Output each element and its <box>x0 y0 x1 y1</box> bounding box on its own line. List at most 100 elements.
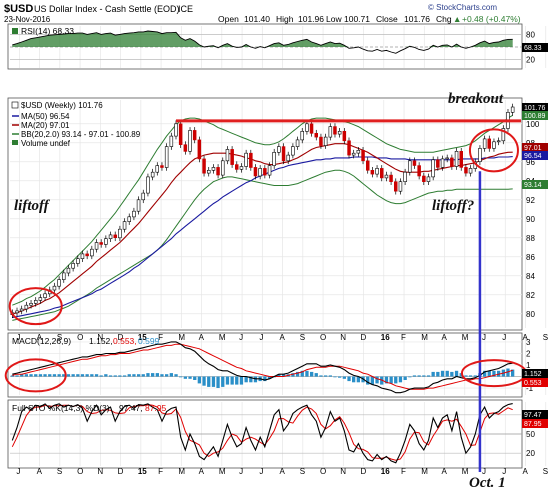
x-tick-label-price: A <box>37 333 43 342</box>
rsi-badge: 68.33 <box>522 43 548 52</box>
candle-body <box>431 159 435 178</box>
macd-histogram-bar <box>15 375 19 377</box>
candle-body <box>38 297 43 301</box>
low-value: 100.71 <box>344 14 370 24</box>
macd-histogram-bar <box>99 375 103 377</box>
x-tick-label-price: D <box>118 333 124 342</box>
macd-histogram-bar <box>174 374 178 377</box>
x-tick-label-price: 16 <box>381 333 390 342</box>
macd-histogram-bar <box>155 373 159 377</box>
candle-body <box>239 166 244 170</box>
price-tick-label: 90 <box>526 215 535 224</box>
macd-histogram-bar <box>352 376 356 383</box>
close-value: 101.76 <box>404 14 430 24</box>
x-tick-label-bottom: M <box>421 467 428 476</box>
price-legend: $USD (Weekly) 101.76 MA(50) 96.54 MA(20)… <box>11 101 141 148</box>
macd-histogram-bar <box>43 374 47 377</box>
candle-body <box>211 167 216 171</box>
sto-d-badge-bg <box>522 419 548 428</box>
macd-histogram-bar <box>66 374 71 377</box>
price-tick-label: 100 <box>526 120 540 129</box>
macd-histogram-bar <box>445 370 449 377</box>
macd-histogram-bar <box>492 370 496 377</box>
close-label: Close <box>376 14 398 24</box>
chg-label: Chg <box>436 14 452 24</box>
macd-histogram-bar <box>160 374 164 377</box>
date-label: 23-Nov-2016 <box>4 15 51 24</box>
candle-body <box>422 175 426 182</box>
candle-body <box>136 199 141 212</box>
badge-close: 101.76 <box>524 105 546 112</box>
price-legend-swatch <box>11 101 19 109</box>
macd-histogram-bar <box>356 376 360 383</box>
macd-histogram-bar <box>34 374 38 377</box>
x-tick-label-price: A <box>523 333 529 342</box>
stockcharts-brand: © StockCharts.com <box>428 3 497 12</box>
candle-body <box>501 128 506 142</box>
macd-signal-line <box>12 343 513 390</box>
candle-body <box>183 144 188 152</box>
price-tick-label: 84 <box>526 272 535 281</box>
macd-tick-label: 3 <box>526 338 531 347</box>
macd-legend-hist: 0.599 <box>138 336 160 346</box>
annotation-liftoff-right: liftoff? <box>432 198 475 214</box>
macd-histogram-bar <box>473 375 477 377</box>
macd-histogram-bar <box>29 374 33 377</box>
annotation-liftoff-left: liftoff <box>14 198 49 214</box>
sto-legend-prefix: Full STO %K(14,3) %D(3) <box>12 403 110 413</box>
macd-histogram-bar <box>48 374 52 377</box>
candle-body <box>249 152 253 168</box>
macd-histogram-bar <box>338 376 342 378</box>
candle-body <box>221 160 225 176</box>
badge-bb-lower-bg <box>522 180 548 189</box>
macd-histogram-bar <box>483 370 487 377</box>
candle-body <box>510 106 515 113</box>
macd-histogram-bar <box>151 373 155 377</box>
candle-body <box>445 157 449 160</box>
x-tick-label-price: J <box>502 333 506 342</box>
macd-histogram-bar <box>314 373 318 377</box>
x-tick-label-price: J <box>482 333 486 342</box>
rsi-legend: RSI(14) 68.33 <box>12 26 74 36</box>
candle-body <box>197 139 202 160</box>
annotation-breakout: breakout <box>448 91 504 107</box>
candle-body <box>356 150 361 154</box>
macd-legend: MACD(12,26,9) 1.152, 0.553, 0.599 <box>12 336 160 346</box>
macd-histogram-bar <box>183 376 187 379</box>
macd-histogram-bar <box>347 376 351 382</box>
price-panel-frame <box>7 97 523 331</box>
stochastic-series <box>11 403 513 464</box>
rsi-legend-text: RSI(14) 68.33 <box>21 26 74 36</box>
candle-body <box>487 138 491 149</box>
rsi-series <box>12 30 513 54</box>
rsi-overbought-fill <box>12 31 513 47</box>
badge-ma20: 97.01 <box>524 145 542 152</box>
macd-histogram-bar <box>281 374 286 377</box>
candle-body <box>192 130 197 141</box>
open-label: Open <box>218 14 239 24</box>
candle-body <box>370 170 375 175</box>
macd-histogram-bar <box>244 376 248 383</box>
candle-body <box>160 165 164 168</box>
macd-histogram-bar <box>24 374 28 377</box>
candle-body <box>202 158 206 174</box>
candle-body <box>178 123 183 146</box>
candle-body <box>333 126 337 135</box>
x-tick-label-price: A <box>280 333 286 342</box>
candle-body <box>323 136 328 146</box>
candle-body <box>393 181 398 192</box>
macd-histogram-bar <box>370 376 374 385</box>
x-tick-label-price: J <box>16 333 20 342</box>
macd-histogram-bar <box>440 370 445 377</box>
rsi-legend-swatch <box>12 28 18 34</box>
candle-body <box>412 160 417 166</box>
x-tick-label-price: O <box>77 333 83 342</box>
sto-k-badge-bg <box>522 410 548 419</box>
x-tick-label-bottom: A <box>37 467 43 476</box>
candle-body <box>426 176 431 182</box>
sto-tick-label: 50 <box>526 430 535 439</box>
price-tick-label: 88 <box>526 234 535 243</box>
high-value: 101.96 <box>298 14 324 24</box>
candle-body <box>337 131 342 135</box>
x-tick-label-price: M <box>462 333 469 342</box>
